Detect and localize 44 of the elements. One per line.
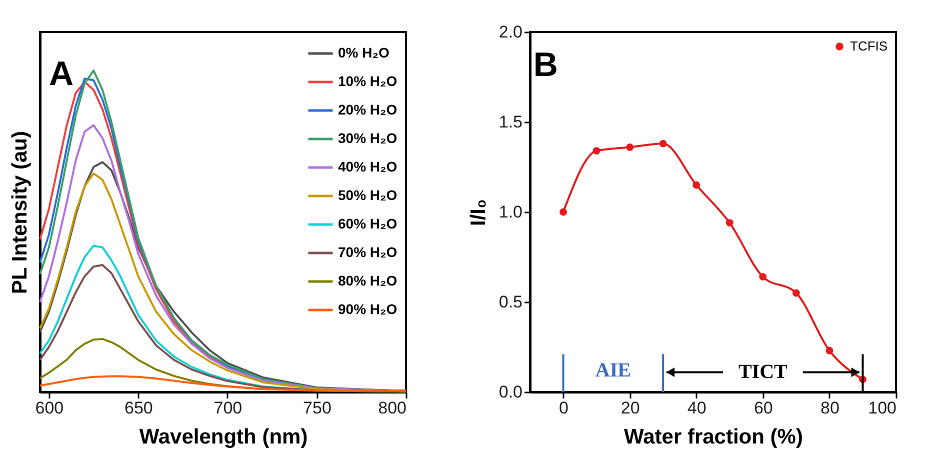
x-tick-label: 60 bbox=[754, 398, 773, 418]
x-tick-label: 20 bbox=[620, 398, 640, 418]
chart-title: B bbox=[533, 46, 558, 84]
x-tick-label: 800 bbox=[378, 398, 406, 418]
x-tick-label: 80 bbox=[820, 398, 840, 418]
point bbox=[626, 144, 634, 151]
point bbox=[659, 140, 667, 148]
point bbox=[692, 181, 700, 189]
x-tick-label: 40 bbox=[687, 398, 706, 418]
x-tick-label: 750 bbox=[303, 398, 332, 418]
y-tick-label: 0.5 bbox=[498, 292, 522, 312]
y-tick-label: 1.5 bbox=[498, 112, 522, 132]
x-tick-label: 100 bbox=[868, 398, 896, 418]
point bbox=[592, 147, 600, 154]
legend-label: 90% H₂O bbox=[338, 301, 398, 317]
y-axis-title: I/I₀ bbox=[466, 199, 490, 226]
x-tick-label: 600 bbox=[35, 398, 64, 418]
point bbox=[560, 208, 567, 216]
legend-label: 60% H₂O bbox=[338, 216, 398, 232]
chart-title: A bbox=[49, 55, 74, 93]
legend-label: 70% H₂O bbox=[338, 244, 398, 260]
point bbox=[726, 219, 734, 226]
point bbox=[826, 346, 834, 354]
legend-label: 50% H₂O bbox=[338, 187, 398, 203]
legend-label: 80% H₂O bbox=[338, 272, 398, 288]
legend-label: 30% H₂O bbox=[338, 130, 398, 146]
x-tick-label: 0 bbox=[559, 398, 569, 418]
legend-label: 40% H₂O bbox=[338, 158, 398, 174]
annotation: AIE bbox=[595, 359, 631, 382]
point bbox=[759, 273, 767, 280]
y-axis-title: PL Intensity (au) bbox=[8, 131, 32, 294]
legend-label: 10% H₂O bbox=[338, 73, 398, 89]
legend-label: TCFIS bbox=[850, 38, 888, 54]
x-axis-title: Wavelength (nm) bbox=[139, 426, 308, 448]
x-axis-title: Water fraction (%) bbox=[624, 426, 803, 448]
annotation: TICT bbox=[738, 361, 788, 384]
x-tick-label: 650 bbox=[124, 398, 153, 418]
y-tick-label: 0.0 bbox=[498, 382, 522, 402]
x-tick-label: 700 bbox=[214, 398, 242, 418]
point bbox=[792, 289, 800, 297]
y-tick-label: 1.0 bbox=[498, 202, 522, 222]
legend-label: 0% H₂O bbox=[338, 44, 390, 60]
y-tick-label: 2.0 bbox=[498, 22, 522, 42]
legend-label: 20% H₂O bbox=[338, 102, 398, 118]
